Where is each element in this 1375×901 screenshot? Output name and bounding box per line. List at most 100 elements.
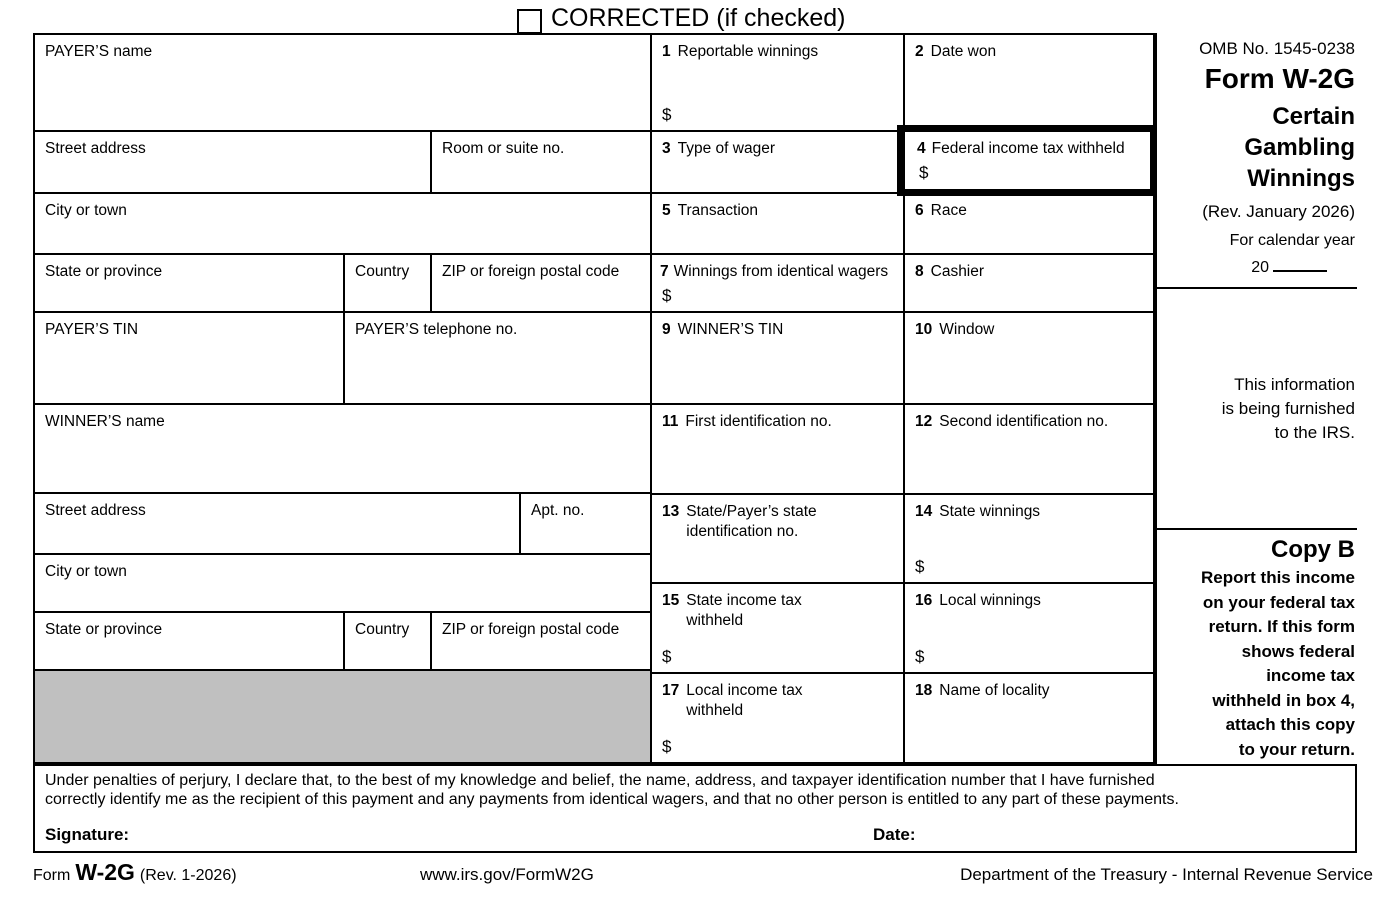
box-4-dollar-sign: $	[919, 163, 929, 182]
payer-city-field[interactable]: City or town	[35, 192, 650, 253]
form-name: Form W-2G	[1204, 63, 1355, 94]
box-5-label: Transaction	[677, 202, 759, 219]
payer-room-field[interactable]: Room or suite no.	[430, 130, 650, 192]
form-revision: (Rev. January 2026)	[1202, 202, 1355, 221]
box-1-dollar-sign: $	[662, 105, 672, 124]
footer-form-prefix: Form	[33, 867, 71, 884]
winner-zip-field[interactable]: ZIP or foreign postal code	[430, 611, 650, 669]
box-14-number: 14	[915, 503, 933, 520]
box-2-label: Date won	[930, 43, 997, 60]
payer-name-label: PAYER’S name	[45, 43, 153, 60]
box-11-label: First identification no.	[685, 413, 832, 430]
form-title-section: OMB No. 1545-0238 Form W-2G Certain Gamb…	[1157, 39, 1357, 287]
payer-zip-label: ZIP or foreign postal code	[442, 263, 620, 280]
treasury-department-label: Department of the Treasury - Internal Re…	[960, 865, 1373, 884]
box-13-label: State/Payer’s state identification no.	[686, 503, 817, 540]
box-11-field[interactable]: 11 First identification no.	[650, 403, 903, 493]
payer-state-field[interactable]: State or province	[35, 253, 343, 311]
box-5-field[interactable]: 5 Transaction	[650, 192, 903, 253]
box-18-field[interactable]: 18 Name of locality	[903, 672, 1153, 762]
winner-city-field[interactable]: City or town	[35, 553, 650, 611]
box-9-number: 9	[662, 321, 671, 338]
box-16-dollar-sign: $	[915, 647, 925, 666]
box-4-field[interactable]: 4 Federal income tax withheld $	[903, 130, 1153, 192]
payer-name-field[interactable]: PAYER’S name	[35, 35, 650, 130]
box-7-dollar-sign: $	[662, 286, 672, 305]
box-16-field[interactable]: 16 Local winnings $	[903, 582, 1153, 672]
shaded-unused-cell	[35, 669, 650, 762]
winner-name-label: WINNER’S name	[45, 413, 165, 430]
box-14-label: State winnings	[939, 503, 1041, 520]
winner-street-field[interactable]: Street address	[35, 492, 519, 553]
box-17-dollar-sign: $	[662, 737, 672, 756]
box-14-field[interactable]: 14 State winnings $	[903, 493, 1153, 582]
box-4-number: 4	[917, 140, 926, 157]
declaration-section: Under penalties of perjury, I declare th…	[33, 764, 1357, 853]
box-17-number: 17	[662, 682, 680, 699]
box-9-label: WINNER’S TIN	[677, 321, 784, 338]
winner-state-field[interactable]: State or province	[35, 611, 343, 669]
date-label: Date:	[873, 825, 916, 844]
payer-room-label: Room or suite no.	[442, 140, 565, 157]
winner-country-field[interactable]: Country	[343, 611, 430, 669]
box-2-number: 2	[915, 43, 924, 60]
box-15-field[interactable]: 15 State income tax withheld $	[650, 582, 903, 672]
corrected-checkbox[interactable]	[517, 9, 542, 34]
box-9-field[interactable]: 9 WINNER’S TIN	[650, 311, 903, 403]
copy-b-instructions: Report this income on your federal tax r…	[1201, 568, 1355, 759]
box-10-label: Window	[939, 321, 995, 338]
corrected-label: CORRECTED (if checked)	[551, 4, 846, 32]
box-16-number: 16	[915, 592, 933, 609]
perjury-statement: Under penalties of perjury, I declare th…	[45, 772, 1179, 808]
winner-country-label: Country	[355, 621, 410, 638]
box-10-field[interactable]: 10 Window	[903, 311, 1153, 403]
payer-state-label: State or province	[45, 263, 163, 280]
box-18-label: Name of locality	[939, 682, 1050, 699]
payer-phone-field[interactable]: PAYER’S telephone no.	[343, 311, 650, 403]
box-12-field[interactable]: 12 Second identification no.	[903, 403, 1153, 493]
box-8-field[interactable]: 8 Cashier	[903, 253, 1153, 311]
winner-apt-field[interactable]: Apt. no.	[519, 492, 650, 553]
footer-form-number: W-2G	[75, 859, 135, 885]
box-7-field[interactable]: 7 Winnings from identical wagers $	[650, 253, 903, 311]
box-1-field[interactable]: 1 Reportable winnings $	[650, 35, 903, 130]
box-13-field[interactable]: 13 State/Payer’s state identification no.	[650, 493, 903, 582]
box-17-field[interactable]: 17 Local income tax withheld $	[650, 672, 903, 762]
winner-apt-label: Apt. no.	[531, 502, 585, 519]
box-7-label: Winnings from identical wagers	[673, 263, 889, 280]
box-3-field[interactable]: 3 Type of wager	[650, 130, 903, 192]
box-18-number: 18	[915, 682, 933, 699]
omb-number: OMB No. 1545-0238	[1199, 39, 1355, 58]
box-11-number: 11	[662, 413, 679, 430]
irs-furnished-note: This information is being furnished to t…	[1157, 287, 1357, 528]
box-6-field[interactable]: 6 Race	[903, 192, 1153, 253]
payer-phone-label: PAYER’S telephone no.	[355, 321, 518, 338]
box-15-number: 15	[662, 592, 680, 609]
copy-b-section: Copy B Report this income on your federa…	[1157, 528, 1357, 770]
payer-tin-field[interactable]: PAYER’S TIN	[35, 311, 343, 403]
box-17-label: Local income tax withheld	[686, 682, 803, 719]
calendar-year-blank[interactable]	[1273, 256, 1327, 272]
box-12-number: 12	[915, 413, 933, 430]
calendar-year-row: 20	[1157, 256, 1355, 277]
payer-country-field[interactable]: Country	[343, 253, 430, 311]
box-2-field[interactable]: 2 Date won	[903, 35, 1153, 130]
payer-tin-label: PAYER’S TIN	[45, 321, 139, 338]
box-7-number: 7	[660, 263, 669, 280]
winner-name-field[interactable]: WINNER’S name	[35, 403, 650, 492]
box-3-label: Type of wager	[677, 140, 775, 157]
payer-zip-field[interactable]: ZIP or foreign postal code	[430, 253, 650, 311]
box-8-number: 8	[915, 263, 924, 280]
calendar-year-label: For calendar year	[1229, 232, 1355, 249]
box-6-number: 6	[915, 202, 924, 219]
box-6-label: Race	[930, 202, 967, 219]
box-13-number: 13	[662, 503, 680, 520]
winner-street-label: Street address	[45, 502, 146, 519]
box-15-dollar-sign: $	[662, 647, 672, 666]
irs-url: www.irs.gov/FormW2G	[420, 865, 594, 884]
form-title: Certain Gambling Winnings	[1244, 103, 1355, 192]
form-grid: PAYER’S name Street address Room or suit…	[33, 33, 1157, 764]
payer-street-field[interactable]: Street address	[35, 130, 430, 192]
winner-city-label: City or town	[45, 563, 127, 580]
payer-street-label: Street address	[45, 140, 146, 157]
